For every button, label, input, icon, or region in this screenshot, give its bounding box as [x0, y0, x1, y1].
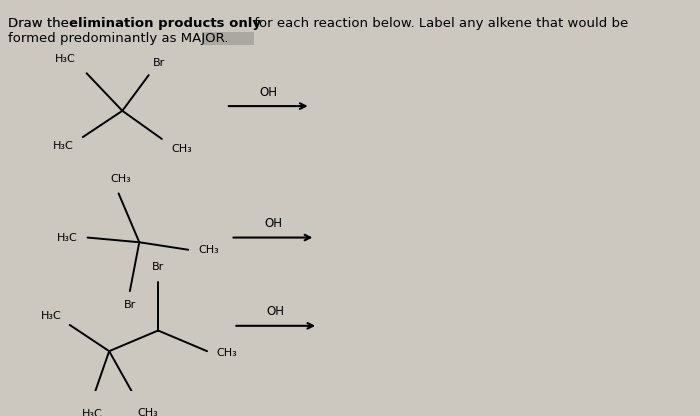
Text: H₃C: H₃C: [41, 311, 62, 321]
Text: CH₃: CH₃: [216, 348, 237, 358]
Text: H₃C: H₃C: [82, 409, 103, 416]
Text: H₃C: H₃C: [57, 233, 78, 243]
Text: Br: Br: [152, 262, 164, 272]
Text: CH₃: CH₃: [199, 245, 219, 255]
Text: Br: Br: [124, 300, 136, 310]
Text: CH₃: CH₃: [110, 174, 131, 184]
Text: H₃C: H₃C: [52, 141, 74, 151]
Text: formed predominantly as MAJOR.: formed predominantly as MAJOR.: [8, 32, 228, 45]
Text: Draw the: Draw the: [8, 17, 73, 30]
Bar: [202, 32, 254, 45]
Text: OH: OH: [259, 86, 277, 99]
Text: CH₃: CH₃: [172, 144, 192, 154]
Text: CH₃: CH₃: [137, 408, 158, 416]
Text: Draw the: Draw the: [8, 17, 73, 30]
Text: Draw the: Draw the: [8, 17, 73, 30]
Text: OH: OH: [267, 305, 285, 318]
Text: for each reaction below. Label any alkene that would be: for each reaction below. Label any alken…: [249, 17, 628, 30]
Text: elimination products only: elimination products only: [69, 17, 261, 30]
Text: OH: OH: [264, 217, 282, 230]
Text: H₃C: H₃C: [55, 54, 76, 64]
Text: Br: Br: [153, 57, 164, 68]
